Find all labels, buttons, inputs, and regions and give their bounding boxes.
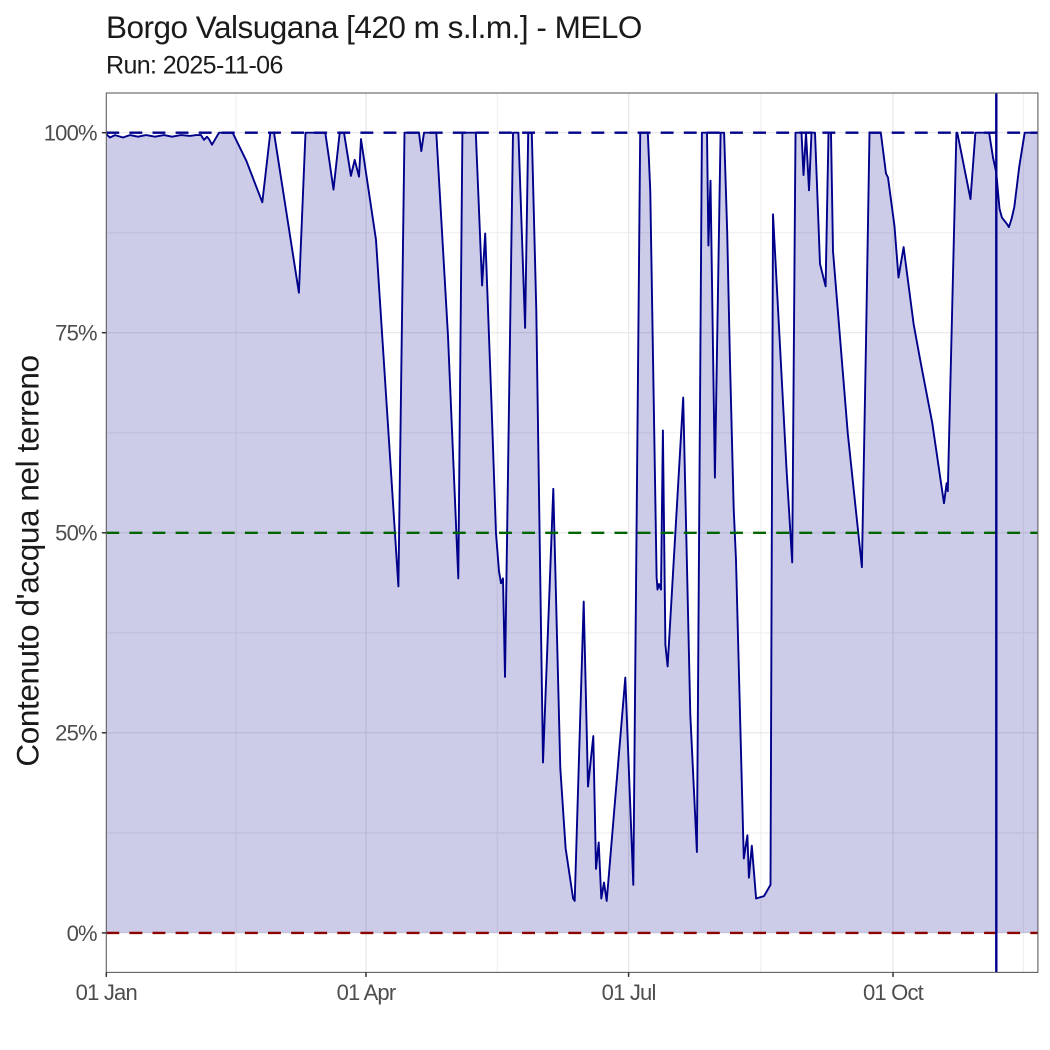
svg-text:0%: 0% bbox=[67, 921, 97, 946]
svg-text:Borgo Valsugana [420 m s.l.m.]: Borgo Valsugana [420 m s.l.m.] - MELO bbox=[106, 9, 642, 45]
svg-text:Run: 2025-11-06: Run: 2025-11-06 bbox=[106, 52, 283, 80]
svg-text:100%: 100% bbox=[44, 121, 97, 146]
svg-text:01 Oct: 01 Oct bbox=[863, 980, 924, 1005]
svg-text:50%: 50% bbox=[55, 521, 97, 546]
svg-text:01 Apr: 01 Apr bbox=[337, 980, 396, 1005]
svg-text:75%: 75% bbox=[55, 321, 97, 346]
svg-text:01 Jul: 01 Jul bbox=[602, 980, 656, 1005]
svg-text:Contenuto d'acqua nel terreno: Contenuto d'acqua nel terreno bbox=[10, 355, 46, 766]
svg-text:25%: 25% bbox=[55, 721, 97, 746]
svg-text:01 Jan: 01 Jan bbox=[76, 980, 137, 1005]
